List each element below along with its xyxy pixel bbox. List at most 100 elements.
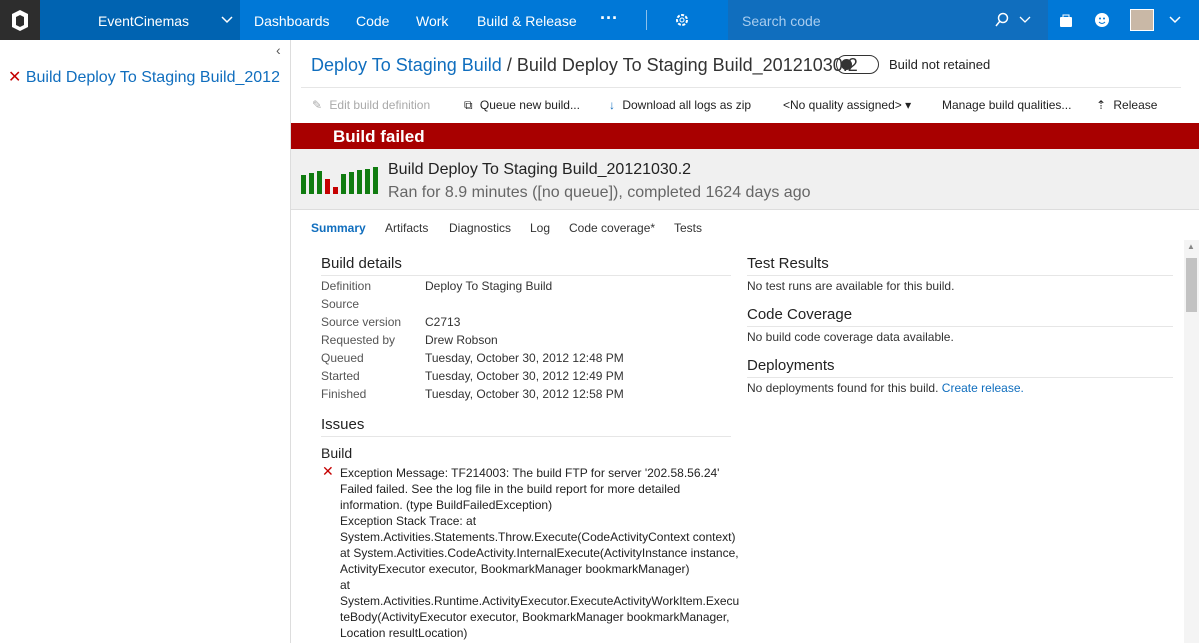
scroll-up[interactable]: ▲ — [1187, 242, 1195, 251]
section-text: No test runs are available for this buil… — [747, 279, 955, 293]
section-heading: Test Results — [747, 255, 829, 272]
chevron — [221, 16, 233, 24]
search-placeholder: Search code — [742, 13, 821, 29]
tab[interactable]: Log — [530, 221, 551, 235]
avatar[interactable] — [1130, 9, 1154, 31]
toolbar-item[interactable]: Manage build qualities... — [942, 98, 1071, 112]
more-menu[interactable]: ··· — [600, 8, 618, 28]
tab[interactable]: Diagnostics — [449, 221, 512, 235]
issue-line: Failed failed. See the log file in the b… — [340, 482, 681, 496]
marketplace-icon[interactable] — [1058, 12, 1074, 28]
section-text: No build code coverage data available. — [747, 330, 954, 344]
left-panel: ‹ ✕ Build Deploy To Staging Build_2012 — [0, 40, 291, 643]
project-name: EventCinemas — [98, 13, 190, 29]
tab[interactable]: Summary — [311, 221, 366, 235]
logo-icon — [12, 10, 28, 31]
tab[interactable]: Artifacts — [385, 221, 429, 235]
top-nav: EventCinemas Dashboards Code Work Build … — [0, 0, 1199, 40]
toolbar-label: Release — [1113, 98, 1158, 112]
toolbar-item[interactable]: <No quality assigned> ▾ — [783, 98, 912, 112]
detail-value[interactable]: Deploy To Staging Build — [425, 279, 553, 293]
detail-label: Finished — [321, 387, 367, 401]
tab[interactable]: Code coverage* — [569, 221, 656, 235]
toolbar-label: Edit build definition — [329, 98, 431, 112]
section-text: No deployments found for this build. Cre… — [747, 381, 1024, 395]
toolbar-item[interactable]: ✎ Edit build definition — [312, 98, 431, 112]
issue-line: System.Activities.Runtime.ActivityExecut… — [340, 594, 740, 608]
toolbar-label: <No quality assigned> — [783, 98, 902, 112]
section-heading: Deployments — [747, 357, 835, 374]
error-icon: ✕ — [322, 463, 334, 479]
issue-line: Exception Stack Trace: at — [340, 514, 477, 528]
header: Deploy To Staging Build / Build Deploy T… — [311, 55, 858, 76]
summary-header: Build Deploy To Staging Build_20121030.2… — [291, 149, 1199, 210]
logo[interactable] — [0, 0, 40, 40]
toolbar-label: Download all logs as zip — [622, 98, 752, 112]
retain-status: Build not retained — [889, 57, 991, 72]
nav-item[interactable]: Code — [356, 13, 390, 29]
build-history-bars — [301, 167, 378, 194]
section-heading: Issues — [321, 416, 365, 433]
issue-line: System.Activities.Statements.Throw.Execu… — [340, 530, 736, 544]
detail-label: Source — [321, 297, 360, 311]
create-release-link[interactable]: Create release. — [941, 381, 1024, 395]
status-text: Build failed — [333, 127, 425, 146]
divider — [321, 436, 731, 437]
status-banner: Build failed — [291, 123, 1199, 149]
avatar-chevron[interactable] — [1168, 14, 1182, 26]
divider — [747, 377, 1173, 378]
project-switcher[interactable]: EventCinemas — [40, 0, 240, 40]
build-name: Build Deploy To Staging Build_20121030.2 — [516, 55, 858, 75]
detail-value: Drew Robson — [425, 333, 498, 347]
detail-value: C2713 — [425, 315, 461, 329]
issue-line: Location resultLocation) — [340, 626, 468, 640]
fail-icon: ✕ — [8, 69, 22, 86]
issue-line: teBody(ActivityExecutor executor, Bookma… — [340, 610, 730, 624]
issue-line: information. (type BuildFailedException) — [340, 498, 553, 512]
detail-label: Requested by — [321, 333, 396, 347]
detail-label: Queued — [321, 351, 364, 365]
deployments-text: No deployments found for this build. — [747, 381, 939, 395]
toolbar-label: Manage build qualities... — [942, 98, 1072, 112]
detail-value: Tuesday, October 30, 2012 12:58 PM — [425, 387, 624, 401]
feedback-icon[interactable] — [1094, 12, 1110, 28]
retain-toggle[interactable] — [836, 55, 879, 74]
divider — [747, 326, 1173, 327]
summary-subtitle: Ran for 8.9 minutes ([no queue]), comple… — [388, 184, 811, 201]
detail-value: Tuesday, October 30, 2012 12:49 PM — [425, 369, 624, 383]
toolbar-item[interactable]: ⇡ Release — [1096, 98, 1158, 112]
divider — [747, 275, 1173, 276]
issue-group: Build — [321, 445, 353, 461]
build-list-item[interactable]: ✕ Build Deploy To Staging Build_2012 — [8, 67, 290, 87]
collapse-button[interactable]: ‹ — [276, 42, 281, 58]
issue-line: at — [340, 578, 351, 592]
toolbar-label: Queue new build... — [479, 98, 580, 112]
section-heading: Code Coverage — [747, 306, 853, 323]
search-box[interactable]: Search code — [728, 0, 1048, 40]
nav-item[interactable]: Build & Release — [477, 13, 577, 29]
search-icons — [995, 12, 1031, 27]
issue-line: Exception Message: TF214003: The build F… — [340, 466, 720, 480]
detail-value: Tuesday, October 30, 2012 12:48 PM — [425, 351, 624, 365]
tab[interactable]: Tests — [674, 221, 703, 235]
divider — [646, 10, 647, 30]
toolbar-item[interactable]: ↓ Download all logs as zip — [609, 98, 752, 112]
divider — [321, 275, 731, 276]
divider — [301, 87, 1181, 88]
build-item-name: Build Deploy To Staging Build_2012 — [25, 69, 280, 86]
scroll-thumb[interactable] — [1186, 258, 1197, 312]
nav-item[interactable]: Dashboards — [254, 13, 330, 29]
issue-line: ActivityExecutor executor, BookmarkManag… — [340, 562, 690, 576]
toggle-knob — [841, 59, 852, 70]
detail-label: Source version — [321, 315, 402, 329]
toolbar-item[interactable]: ⧉ Queue new build... — [464, 98, 580, 112]
section-heading: Build details — [321, 255, 402, 272]
detail-label: Started — [321, 369, 360, 383]
scrollbar[interactable]: ▲ — [1184, 240, 1199, 643]
nav-item[interactable]: Work — [416, 13, 449, 29]
detail-label: Definition — [321, 279, 372, 293]
separator: / — [506, 55, 512, 75]
definition-link[interactable]: Deploy To Staging Build — [311, 55, 502, 75]
settings-icon[interactable] — [674, 12, 690, 28]
